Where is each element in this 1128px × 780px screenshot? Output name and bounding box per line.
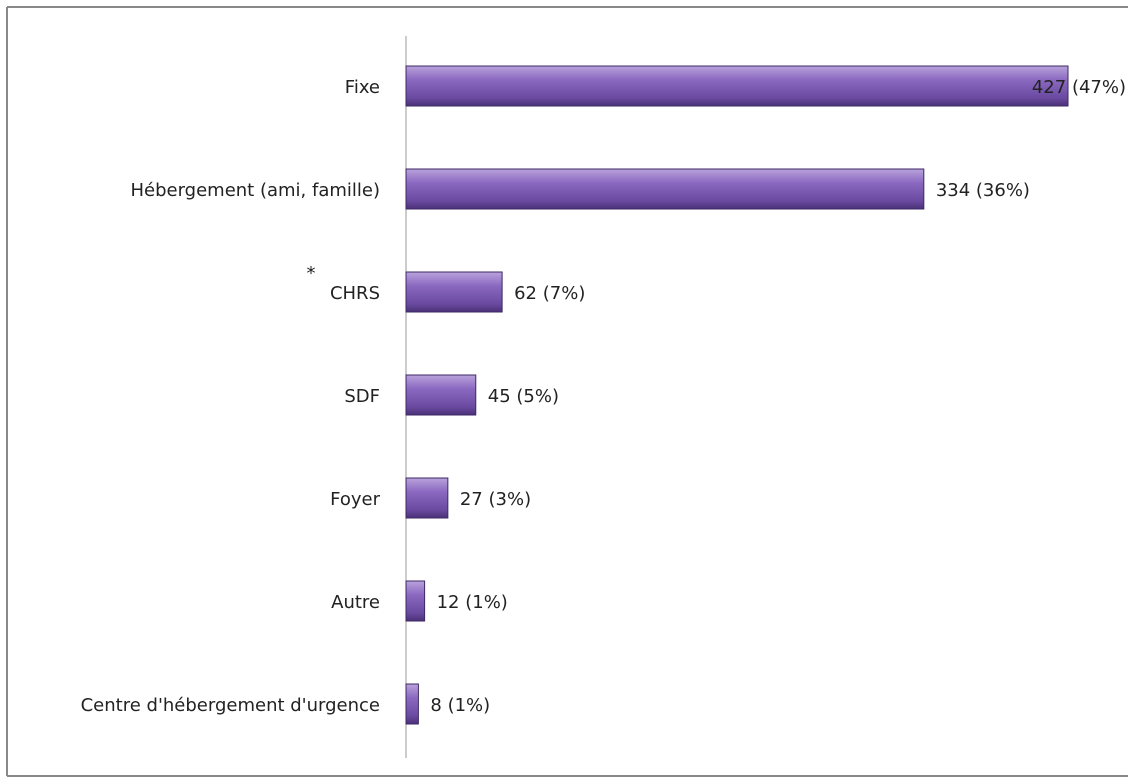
bar bbox=[405, 477, 449, 519]
bar bbox=[405, 683, 419, 725]
bar bbox=[405, 374, 477, 416]
category-label: Autre bbox=[331, 592, 380, 613]
value-label: 12 (1%) bbox=[437, 592, 508, 613]
bar bbox=[405, 65, 1069, 107]
value-label: 8 (1%) bbox=[430, 695, 490, 716]
value-label: 62 (7%) bbox=[514, 283, 585, 304]
value-label: 27 (3%) bbox=[460, 489, 531, 510]
value-label: 45 (5%) bbox=[488, 386, 559, 407]
bar bbox=[405, 168, 925, 210]
category-label: Centre d'hébergement d'urgence bbox=[81, 695, 380, 716]
bar bbox=[405, 580, 426, 622]
category-label: Fixe bbox=[345, 77, 380, 98]
category-label: Hébergement (ami, famille) bbox=[130, 180, 380, 201]
value-label: 427 (47%) bbox=[1032, 77, 1126, 98]
category-label: CHRS bbox=[330, 283, 380, 304]
annotation: * bbox=[307, 263, 316, 284]
value-label: 334 (36%) bbox=[936, 180, 1030, 201]
category-label: Foyer bbox=[330, 489, 380, 510]
bar bbox=[405, 271, 503, 313]
category-label: SDF bbox=[344, 386, 380, 407]
